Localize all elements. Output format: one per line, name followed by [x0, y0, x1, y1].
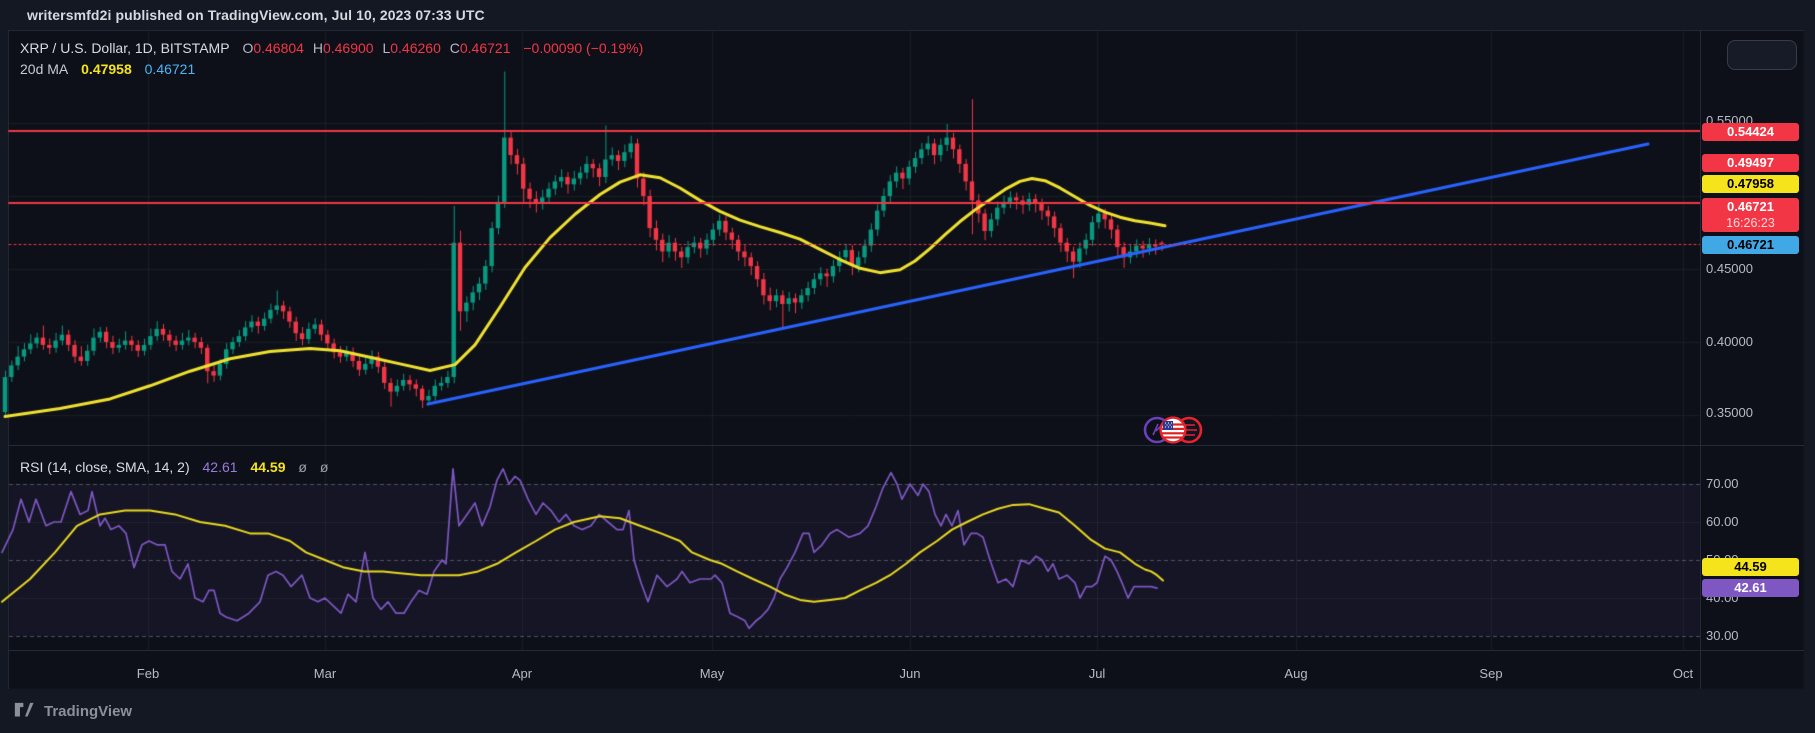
rsi-band-value-1: ø — [298, 459, 307, 475]
month-label-oct: Oct — [1672, 666, 1694, 681]
rsi-value: 42.61 — [202, 459, 238, 475]
month-label-may: May — [699, 666, 725, 681]
rsi-ma-value: 44.59 — [250, 459, 286, 475]
low-label: L — [382, 40, 391, 56]
price-badge-1: 0.49497 — [1702, 154, 1799, 172]
change-value: −0.00090 (−0.19%) — [523, 40, 644, 56]
price-badge-0: 0.54424 — [1702, 123, 1799, 141]
rsi-legend[interactable]: RSI (14, close, SMA, 14, 2) 42.61 44.59 … — [20, 459, 328, 475]
rsi-tick-30.00: 30.00 — [1706, 628, 1739, 643]
month-label-jun: Jun — [899, 666, 921, 681]
price-tick-0.45000: 0.45000 — [1706, 261, 1753, 276]
pane-separator[interactable] — [8, 445, 1804, 446]
open-value: 0.46804 — [253, 40, 304, 56]
low-value: 0.46260 — [390, 40, 441, 56]
rsi-tick-70.00: 70.00 — [1706, 476, 1739, 491]
logo-placeholder-button[interactable] — [1727, 40, 1797, 70]
publish-bar: writersmfd2i published on TradingView.co… — [0, 0, 1815, 30]
rsi-band-value-2: ø — [319, 459, 329, 475]
price-badge-2: 0.47958 — [1702, 175, 1799, 193]
month-label-sep: Sep — [1479, 666, 1503, 681]
close-value: 0.46721 — [459, 40, 511, 56]
ma-title[interactable]: 20d MA — [20, 61, 69, 77]
price-badge-4: 0.46721 — [1702, 236, 1799, 254]
rsi-badge-1: 42.61 — [1702, 579, 1799, 597]
symbol-legend[interactable]: XRP / U.S. Dollar, 1D, BITSTAMP O0.46804… — [20, 40, 643, 56]
tradingview-logo-icon — [14, 702, 34, 717]
month-label-jul: Jul — [1088, 666, 1106, 681]
high-value: 0.46900 — [322, 40, 374, 56]
month-label-aug: Aug — [1284, 666, 1308, 681]
us-flag-icon — [1159, 416, 1187, 444]
ma-value-1: 0.47958 — [81, 61, 132, 77]
open-label: O — [242, 40, 254, 56]
month-label-mar: Mar — [313, 666, 337, 681]
high-label: H — [312, 40, 323, 56]
time-axis-separator — [8, 650, 1804, 651]
close-label: C — [449, 40, 460, 56]
month-label-feb: Feb — [136, 666, 160, 681]
price-tick-0.35000: 0.35000 — [1706, 405, 1753, 420]
rsi-tick-60.00: 60.00 — [1706, 514, 1739, 529]
price-axis-separator — [1700, 30, 1701, 689]
rsi-title[interactable]: RSI (14, close, SMA, 14, 2) — [20, 459, 190, 475]
flag-drawings[interactable] — [1143, 413, 1205, 447]
publish-info: writersmfd2i published on TradingView.co… — [27, 7, 485, 23]
price-tick-0.40000: 0.40000 — [1706, 334, 1753, 349]
tradingview-brand[interactable]: TradingView — [14, 702, 132, 720]
month-label-apr: Apr — [511, 666, 533, 681]
price-badge-3: 0.46721 16:26:23 — [1702, 198, 1799, 232]
rsi-badge-0: 44.59 — [1702, 558, 1799, 576]
symbol-title[interactable]: XRP / U.S. Dollar, 1D, BITSTAMP — [20, 40, 230, 56]
tradingview-brand-text: TradingView — [44, 702, 133, 720]
ma-legend[interactable]: 20d MA 0.47958 0.46721 — [20, 61, 195, 77]
ma-value-2: 0.46721 — [144, 61, 196, 77]
